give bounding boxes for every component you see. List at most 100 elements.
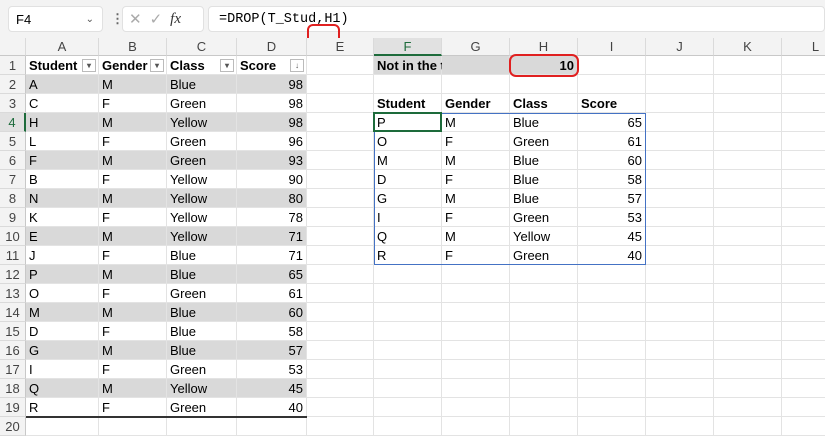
- result-cell[interactable]: Blue: [510, 170, 578, 189]
- table-cell[interactable]: M: [26, 303, 99, 322]
- result-header-student[interactable]: Student: [374, 94, 442, 113]
- row-header-19[interactable]: 19: [0, 398, 26, 417]
- result-cell[interactable]: 57: [578, 189, 646, 208]
- empty-cell[interactable]: [714, 322, 782, 341]
- row-header-14[interactable]: 14: [0, 303, 26, 322]
- empty-cell[interactable]: [99, 417, 167, 436]
- empty-cell[interactable]: [510, 360, 578, 379]
- empty-cell[interactable]: [510, 303, 578, 322]
- empty-cell[interactable]: [442, 75, 510, 94]
- result-cell[interactable]: 60: [578, 151, 646, 170]
- empty-cell[interactable]: [714, 75, 782, 94]
- empty-cell[interactable]: [442, 341, 510, 360]
- empty-cell[interactable]: [442, 417, 510, 436]
- table-cell[interactable]: P: [26, 265, 99, 284]
- column-header-C[interactable]: C: [167, 38, 237, 56]
- table-cell[interactable]: 71: [237, 246, 307, 265]
- row-header-9[interactable]: 9: [0, 208, 26, 227]
- empty-cell[interactable]: [782, 284, 825, 303]
- empty-cell[interactable]: [714, 303, 782, 322]
- cancel-icon[interactable]: ✕: [129, 11, 142, 28]
- table-cell[interactable]: F: [99, 360, 167, 379]
- table-cell[interactable]: 98: [237, 75, 307, 94]
- table-cell[interactable]: J: [26, 246, 99, 265]
- empty-cell[interactable]: [714, 208, 782, 227]
- row-header-6[interactable]: 6: [0, 151, 26, 170]
- result-cell[interactable]: 65: [578, 113, 646, 132]
- empty-cell[interactable]: [374, 75, 442, 94]
- empty-cell[interactable]: [510, 379, 578, 398]
- empty-cell[interactable]: [510, 322, 578, 341]
- empty-cell[interactable]: [167, 417, 237, 436]
- empty-cell[interactable]: [646, 151, 714, 170]
- table-cell[interactable]: 80: [237, 189, 307, 208]
- table-cell[interactable]: A: [26, 75, 99, 94]
- empty-cell[interactable]: [782, 113, 825, 132]
- table-cell[interactable]: B: [26, 170, 99, 189]
- table-cell[interactable]: L: [26, 132, 99, 151]
- empty-cell[interactable]: [782, 398, 825, 417]
- result-cell[interactable]: 45: [578, 227, 646, 246]
- empty-cell[interactable]: [307, 94, 374, 113]
- empty-cell[interactable]: [782, 56, 825, 75]
- result-cell[interactable]: Blue: [510, 113, 578, 132]
- row-header-18[interactable]: 18: [0, 379, 26, 398]
- table-cell[interactable]: 58: [237, 322, 307, 341]
- empty-cell[interactable]: [782, 189, 825, 208]
- row-header-15[interactable]: 15: [0, 322, 26, 341]
- empty-cell[interactable]: [510, 341, 578, 360]
- empty-cell[interactable]: [646, 417, 714, 436]
- row-header-11[interactable]: 11: [0, 246, 26, 265]
- table-cell[interactable]: O: [26, 284, 99, 303]
- empty-cell[interactable]: [646, 132, 714, 151]
- table-cell[interactable]: Yellow: [167, 227, 237, 246]
- table-cell[interactable]: Yellow: [167, 170, 237, 189]
- table-cell[interactable]: Q: [26, 379, 99, 398]
- table-cell[interactable]: 90: [237, 170, 307, 189]
- empty-cell[interactable]: [578, 322, 646, 341]
- enter-icon[interactable]: ✓: [149, 11, 163, 28]
- empty-cell[interactable]: [442, 265, 510, 284]
- empty-cell[interactable]: [782, 303, 825, 322]
- column-header-F[interactable]: F: [374, 38, 442, 56]
- empty-cell[interactable]: [646, 56, 714, 75]
- empty-cell[interactable]: [714, 246, 782, 265]
- empty-cell[interactable]: [782, 360, 825, 379]
- column-header-K[interactable]: K: [714, 38, 782, 56]
- result-cell[interactable]: M: [442, 113, 510, 132]
- table-cell[interactable]: M: [99, 379, 167, 398]
- empty-cell[interactable]: [442, 360, 510, 379]
- empty-cell[interactable]: [442, 398, 510, 417]
- table-cell[interactable]: 78: [237, 208, 307, 227]
- sort-descending-icon[interactable]: ↓: [290, 59, 304, 72]
- table-cell[interactable]: Blue: [167, 322, 237, 341]
- empty-cell[interactable]: [646, 265, 714, 284]
- empty-cell[interactable]: [510, 398, 578, 417]
- table-cell[interactable]: M: [99, 341, 167, 360]
- row-header-3[interactable]: 3: [0, 94, 26, 113]
- table-cell[interactable]: Blue: [167, 341, 237, 360]
- empty-cell[interactable]: [307, 132, 374, 151]
- empty-cell[interactable]: [374, 341, 442, 360]
- empty-cell[interactable]: [714, 151, 782, 170]
- table-cell[interactable]: 40: [237, 398, 307, 417]
- table-cell[interactable]: F: [99, 398, 167, 417]
- result-cell[interactable]: M: [374, 151, 442, 170]
- table-cell[interactable]: Blue: [167, 303, 237, 322]
- table-cell[interactable]: F: [99, 322, 167, 341]
- row-header-4[interactable]: 4: [0, 113, 26, 132]
- row-header-12[interactable]: 12: [0, 265, 26, 284]
- result-cell[interactable]: M: [442, 151, 510, 170]
- empty-cell[interactable]: [578, 360, 646, 379]
- table-cell[interactable]: 71: [237, 227, 307, 246]
- empty-cell[interactable]: [646, 360, 714, 379]
- empty-cell[interactable]: [782, 265, 825, 284]
- table-cell[interactable]: M: [99, 113, 167, 132]
- table-cell[interactable]: C: [26, 94, 99, 113]
- empty-cell[interactable]: [714, 265, 782, 284]
- column-header-H[interactable]: H: [510, 38, 578, 56]
- empty-cell[interactable]: [646, 227, 714, 246]
- table-cell[interactable]: 60: [237, 303, 307, 322]
- chevron-down-icon[interactable]: ⌄: [85, 13, 94, 25]
- column-header-A[interactable]: A: [26, 38, 99, 56]
